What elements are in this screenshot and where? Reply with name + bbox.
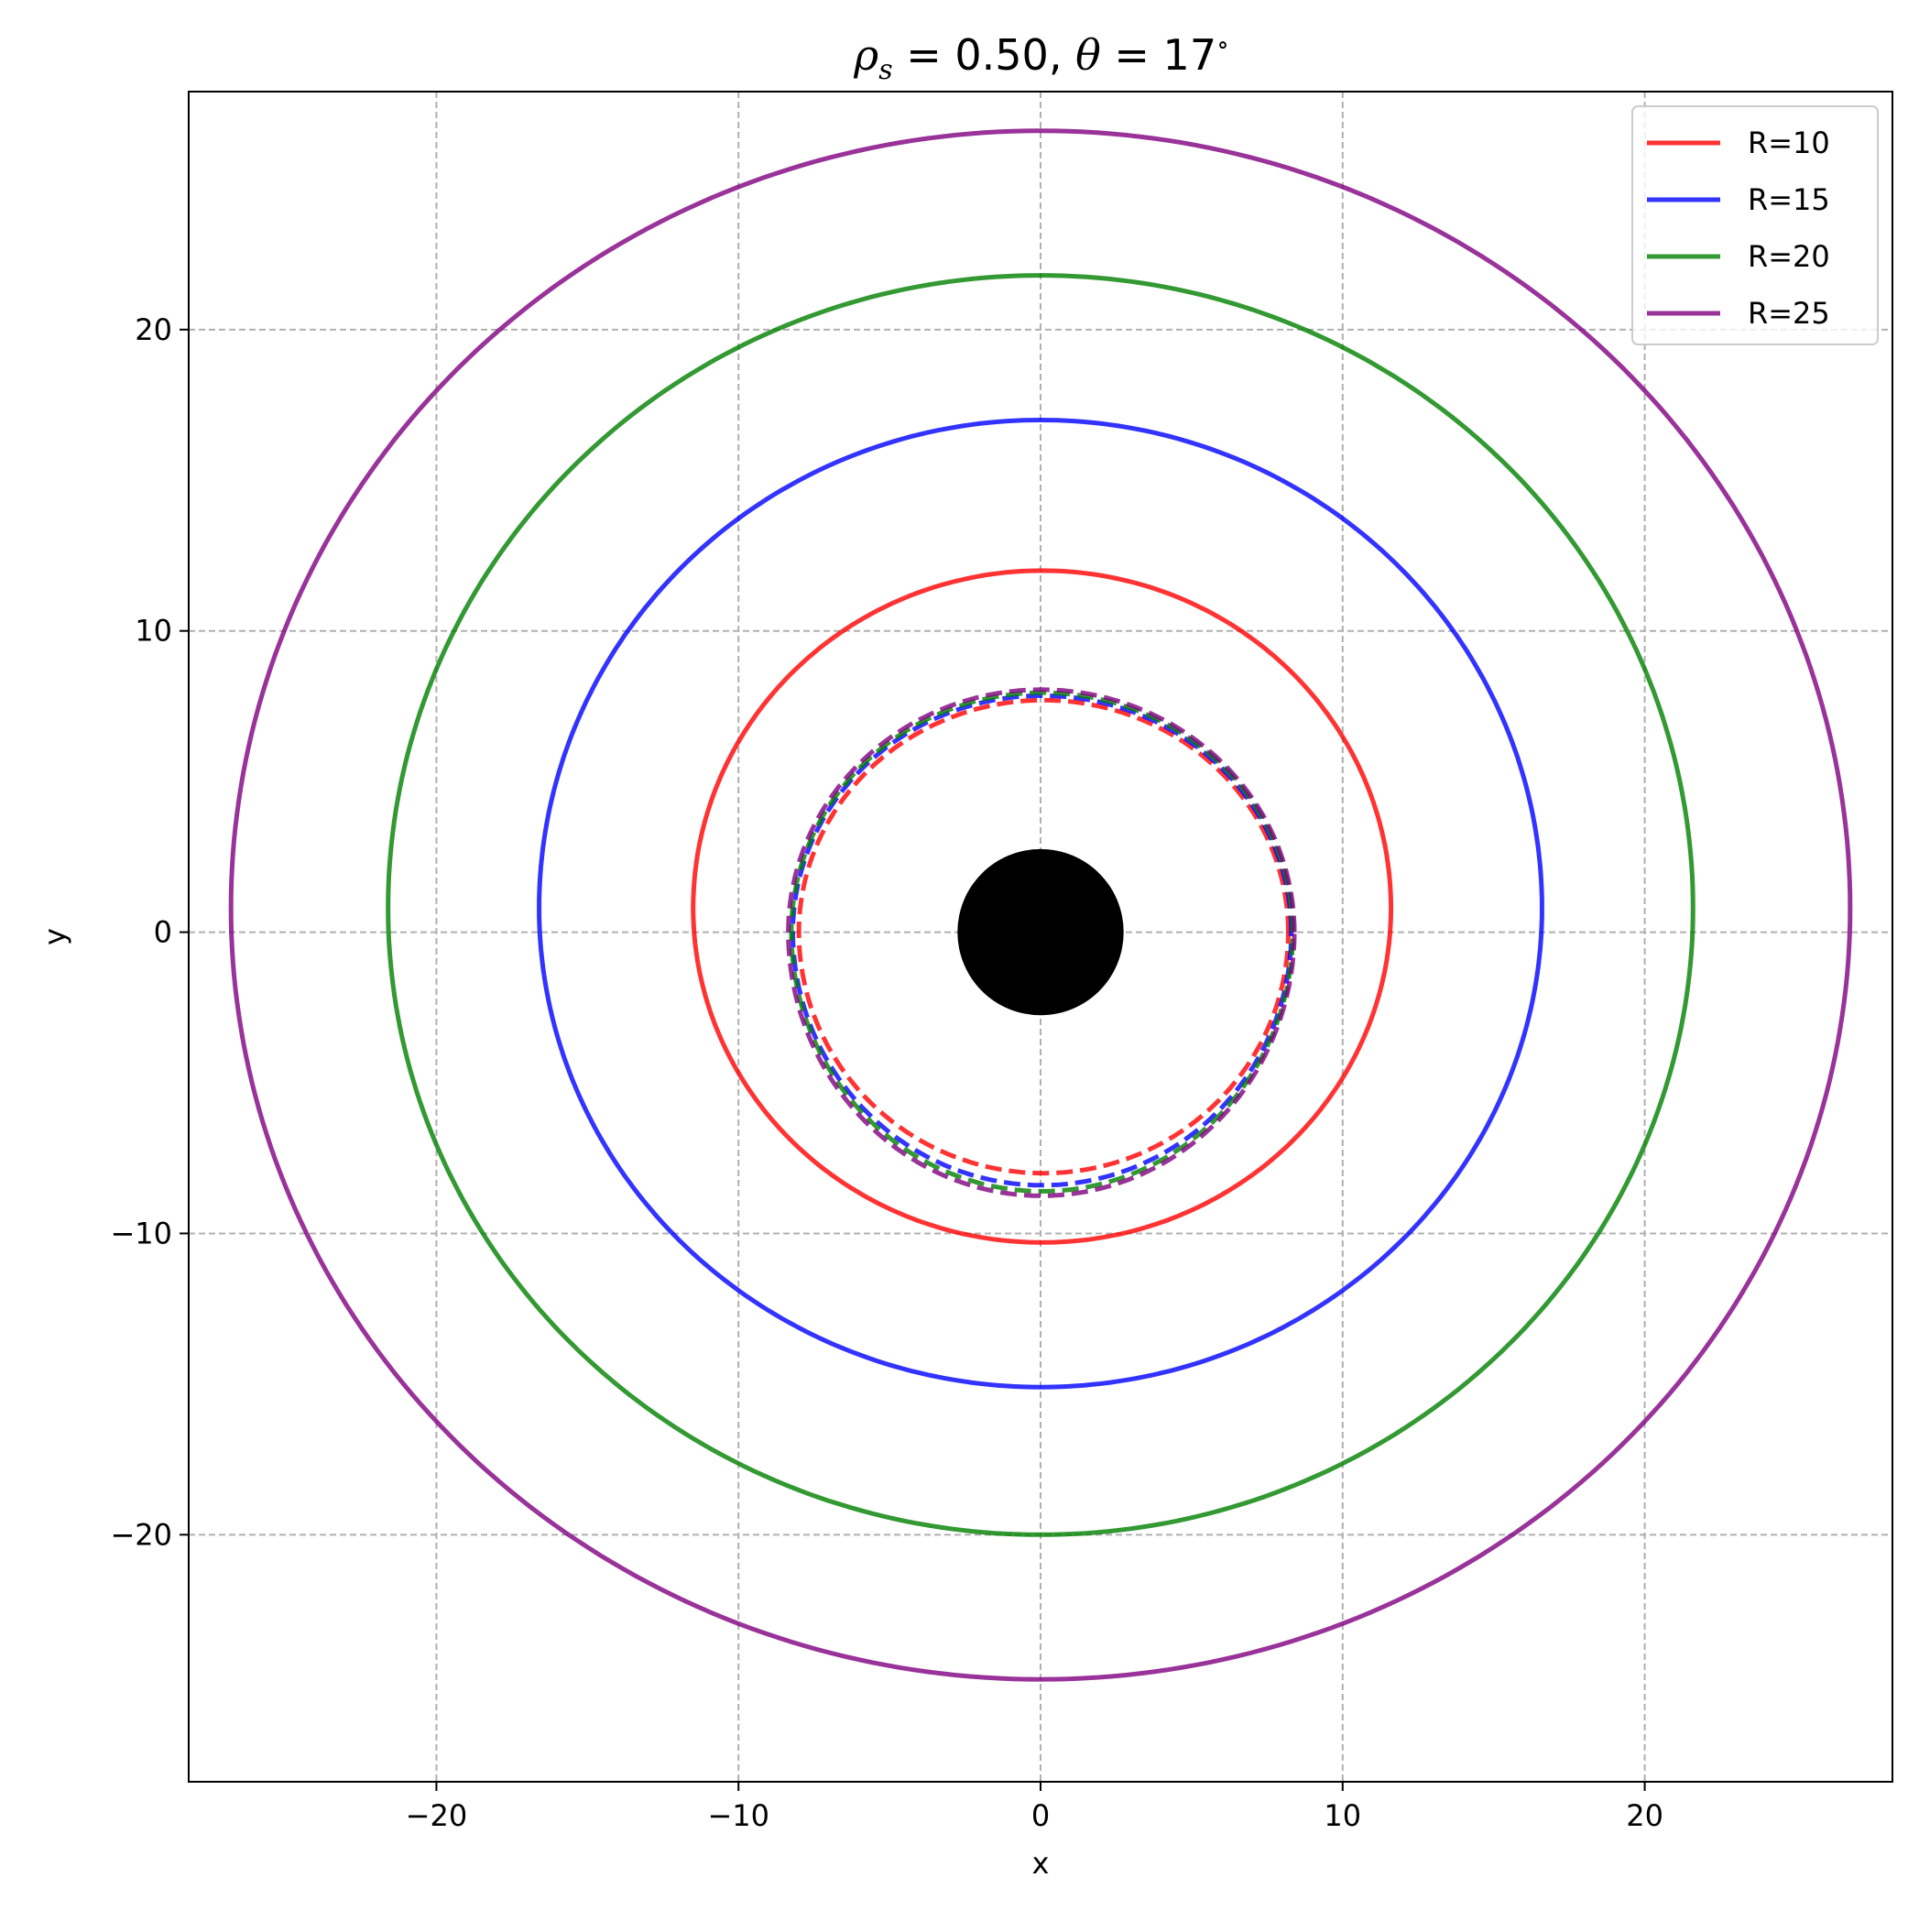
title-degree: ∘ <box>1216 29 1229 60</box>
series-curve-direct <box>537 417 1544 1390</box>
y-axis-label: y <box>38 928 72 945</box>
legend-entry-label: R=25 <box>1748 296 1830 331</box>
x-tick-label: 0 <box>1031 1798 1050 1833</box>
series-layer <box>228 128 1853 1682</box>
x-tick-label: 10 <box>1324 1798 1361 1833</box>
title-rho: ρ <box>853 30 878 80</box>
chart-title: ρs = 0.50, θ = 17∘ <box>853 29 1229 86</box>
y-tick-label: −20 <box>110 1517 172 1552</box>
x-axis-label: x <box>1032 1846 1050 1881</box>
series-curve-direct <box>228 128 1853 1682</box>
y-tick-label: −10 <box>110 1216 172 1250</box>
series-curve-secondary <box>796 697 1291 1176</box>
legend-entry-label: R=10 <box>1748 126 1830 160</box>
legend: R=10 R=15 R=20 R=25 <box>1631 105 1879 345</box>
y-axis-ticks: −20 −10 0 10 20 <box>110 312 189 1552</box>
legend-entry-label: R=15 <box>1748 182 1830 217</box>
series-curve-secondary <box>786 687 1297 1198</box>
central-black-disk <box>957 848 1124 1016</box>
y-tick-label: 10 <box>135 614 172 649</box>
legend-box <box>1631 105 1879 345</box>
x-tick-label: −20 <box>406 1798 468 1833</box>
series-curve-direct <box>386 273 1695 1537</box>
title-theta-value: = 17 <box>1101 30 1216 80</box>
title-rho-subscript: s <box>878 54 892 86</box>
title-rho-value: = 0.50, <box>893 30 1075 80</box>
series-curve-secondary <box>789 690 1295 1194</box>
legend-entry-label: R=20 <box>1748 239 1830 274</box>
series-curve-direct <box>691 568 1394 1245</box>
y-tick-label: 0 <box>154 915 172 950</box>
x-tick-label: 20 <box>1626 1798 1663 1833</box>
x-axis-ticks: −20 −10 0 10 20 <box>406 1782 1663 1833</box>
y-tick-label: 20 <box>135 312 172 347</box>
title-theta: θ <box>1075 30 1101 80</box>
x-tick-label: −10 <box>707 1798 769 1833</box>
